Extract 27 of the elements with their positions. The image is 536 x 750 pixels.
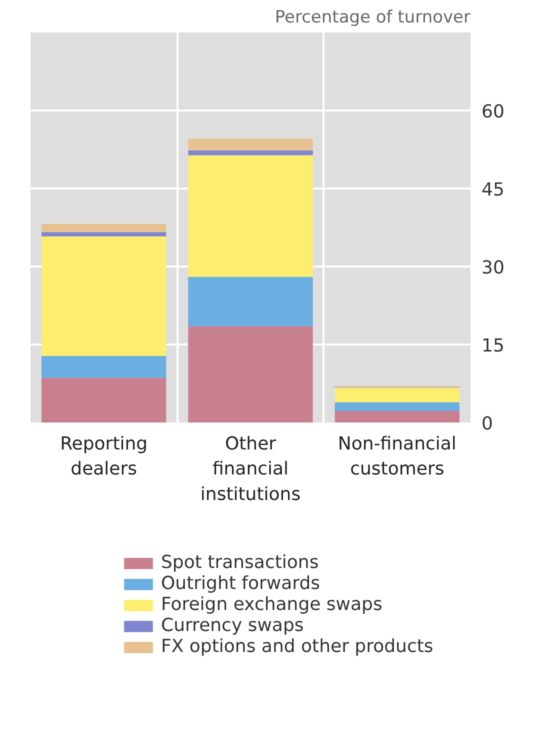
bar	[188, 150, 313, 156]
bar	[42, 224, 166, 232]
legend-label: Foreign exchange swaps	[161, 594, 382, 615]
bar	[42, 378, 166, 422]
bar	[188, 276, 313, 326]
x-tick-label: Reporting dealers	[60, 434, 148, 480]
legend-label: FX options and other products	[161, 636, 434, 657]
legend-label: Spot transactions	[161, 552, 319, 573]
bar	[334, 402, 460, 412]
x-tick-label: Other financial institutions	[200, 434, 301, 505]
bar	[188, 138, 313, 151]
y-axis-title: Percentage of turnover	[274, 8, 471, 28]
y-tick-label: 45	[482, 180, 504, 200]
x-tick-label: Non-financial customers	[338, 434, 456, 480]
y-tick-label: 60	[482, 102, 504, 122]
legend-label: Currency swaps	[161, 615, 304, 636]
y-tick-label: 0	[482, 414, 493, 434]
y-tick-label: 15	[482, 336, 504, 356]
bar	[188, 326, 313, 422]
bar	[334, 388, 460, 402]
bar	[42, 232, 166, 236]
y-tick-label: 30	[482, 258, 504, 278]
bar	[42, 356, 166, 378]
bar	[42, 236, 166, 356]
legend-label: Outright forwards	[161, 573, 320, 594]
bar	[334, 411, 460, 422]
bar	[188, 155, 313, 277]
